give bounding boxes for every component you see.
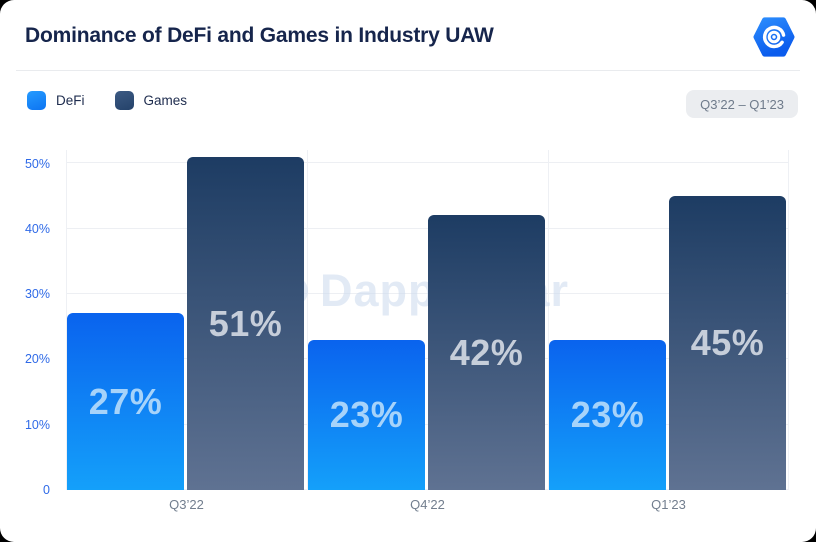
dappradar-logo-icon[interactable] [753,15,795,59]
legend: DeFi Games [27,91,187,110]
gridline [66,150,67,490]
legend-item-games[interactable]: Games [114,91,188,110]
gridline [66,293,789,294]
y-axis-tick-20: 20% [24,352,50,366]
bar-value-label: 42% [449,331,524,373]
gridline [66,162,789,163]
bar-value-label: 51% [208,302,283,344]
bar-value-label: 23% [570,394,645,435]
x-axis-label-q422: Q4’22 [410,497,445,512]
gridline [66,424,789,425]
y-axis-tick-50: 50% [24,157,50,171]
y-axis-tick-30: 30% [24,287,50,301]
x-axis-label-q322: Q3’22 [169,497,204,512]
y-axis-tick-0: 0 [43,483,50,497]
bar-value-label: 23% [329,394,404,435]
gridline [307,150,308,490]
bar-defi-0[interactable]: 27% [67,313,184,490]
defi-swatch-icon [27,91,46,110]
x-axis-label-q123: Q1’23 [651,497,686,512]
bar-games-1[interactable]: 42% [428,215,545,490]
y-axis-tick-40: 40% [24,222,50,236]
gridline [788,150,789,490]
gridline [66,228,789,229]
games-swatch-icon [114,91,134,110]
legend-label-defi: DeFi [56,93,85,108]
x-axis-labels: Q3’22 Q4’22 Q1’23 [66,497,789,512]
bar-defi-1[interactable]: 23% [308,340,425,490]
legend-label-games: Games [143,93,188,108]
page-title: Dominance of DeFi and Games in Industry … [25,24,494,47]
bar-value-label: 45% [690,322,765,363]
gridline [548,150,549,490]
legend-item-defi[interactable]: DeFi [27,91,85,110]
header-divider [16,70,800,71]
plot-area: DappRadar 27%51%23%42%23%45% [66,150,789,490]
bar-games-0[interactable]: 51% [187,157,304,490]
y-axis-tick-10: 10% [24,418,50,432]
bar-games-2[interactable]: 45% [669,196,786,490]
gridline [66,489,789,490]
bar-defi-2[interactable]: 23% [549,340,666,490]
gridline [66,358,789,359]
bar-value-label: 27% [88,380,163,422]
period-badge[interactable]: Q3’22 – Q1’23 [686,90,798,118]
